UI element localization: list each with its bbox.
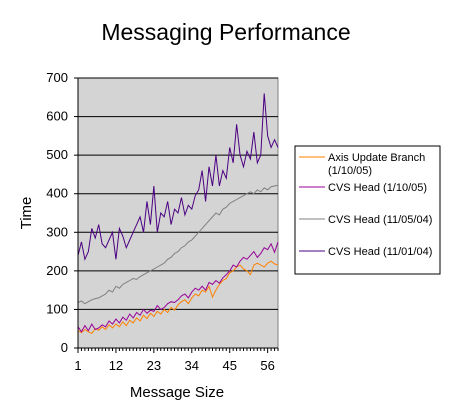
x-axis-label: Message Size xyxy=(130,384,224,401)
y-tick-label-4: 400 xyxy=(46,186,68,201)
legend-label-3: CVS Head (11/01/04) xyxy=(328,246,432,258)
series-line-3 xyxy=(77,93,279,261)
series-line-0 xyxy=(77,260,279,334)
y-tick-label-0: 0 xyxy=(61,340,68,355)
legend-box xyxy=(294,145,441,275)
legend: Axis Update Branch (1/10/05) CVS Head (1/1… xyxy=(294,145,441,275)
series-lines xyxy=(77,93,279,334)
grid-lines xyxy=(78,77,278,310)
x-tick-label-3: 34 xyxy=(185,358,199,373)
y-tick-label-7: 700 xyxy=(46,70,68,85)
axes xyxy=(74,77,279,353)
y-tick-labels: 0 100 200 300 400 500 600 700 xyxy=(46,70,68,355)
y-tick-label-1: 100 xyxy=(46,301,68,316)
x-tick-label-5: 56 xyxy=(260,358,274,373)
legend-label-2: CVS Head (11/05/04) xyxy=(328,214,432,226)
legend-label-1: CVS Head (1/10/05) xyxy=(328,182,427,194)
y-tick-label-6: 600 xyxy=(46,109,68,124)
series-line-1 xyxy=(77,241,279,333)
y-axis-label: Time xyxy=(18,197,35,230)
legend-label-0: Axis Update Branch (1/10/05) xyxy=(328,152,425,177)
x-tick-label-4: 45 xyxy=(222,358,236,373)
x-tick-labels: 1 12 23 34 45 56 xyxy=(74,358,275,373)
chart-title: Messaging Performance xyxy=(101,19,350,45)
y-tick-label-2: 200 xyxy=(46,263,68,278)
x-tick-label-1: 12 xyxy=(109,358,123,373)
x-tick-label-2: 23 xyxy=(147,358,161,373)
x-tick-label-0: 1 xyxy=(74,358,81,373)
y-tick-label-3: 300 xyxy=(46,224,68,239)
series-line-2 xyxy=(77,184,279,305)
y-tick-label-5: 500 xyxy=(46,147,68,162)
